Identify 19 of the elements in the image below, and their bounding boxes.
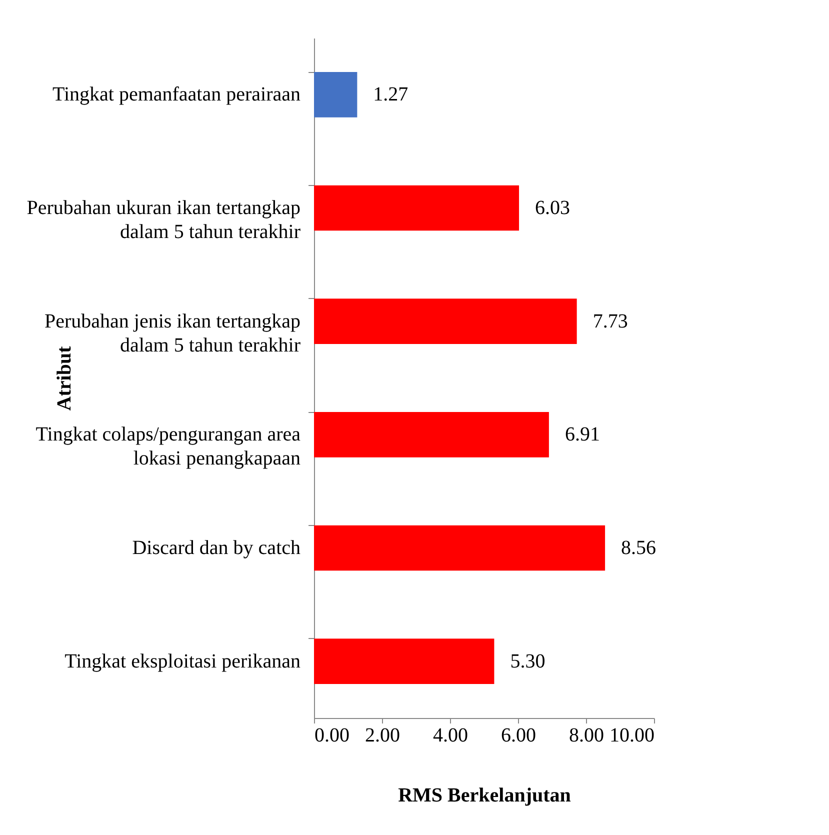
x-axis-title: RMS Berkelanjutan — [398, 784, 571, 806]
data-label: 5.30 — [510, 650, 546, 672]
y-tick-label: Tingkat eksploitasi perikanan — [64, 650, 300, 672]
x-tick-label: 0.00 — [314, 724, 350, 746]
data-label: 7.73 — [592, 310, 628, 332]
x-tick-label: 6.00 — [501, 724, 536, 746]
y-tick-label: Discard dan by catch — [132, 537, 300, 559]
x-tick-label: 10.00 — [610, 724, 654, 746]
data-label: 8.56 — [621, 537, 656, 559]
x-tick-label: 8.00 — [569, 724, 604, 746]
data-label: 1.27 — [373, 84, 408, 106]
y-axis-title: Atribut — [54, 346, 76, 411]
y-tick-label: Perubahan ukuran ikan tertangkap dalam 5 tahun terakhir — [26, 197, 301, 243]
y-tick-label: Tingkat pemanfaatan perairaan — [52, 84, 300, 106]
x-tick-label: 4.00 — [433, 724, 468, 746]
y-tick-label: Tingkat colaps/pengurangan area lokasi penangkapaan — [36, 424, 301, 470]
x-tick-label: 2.00 — [365, 724, 400, 746]
data-label: 6.91 — [564, 424, 600, 446]
data-label: 6.03 — [535, 197, 570, 219]
